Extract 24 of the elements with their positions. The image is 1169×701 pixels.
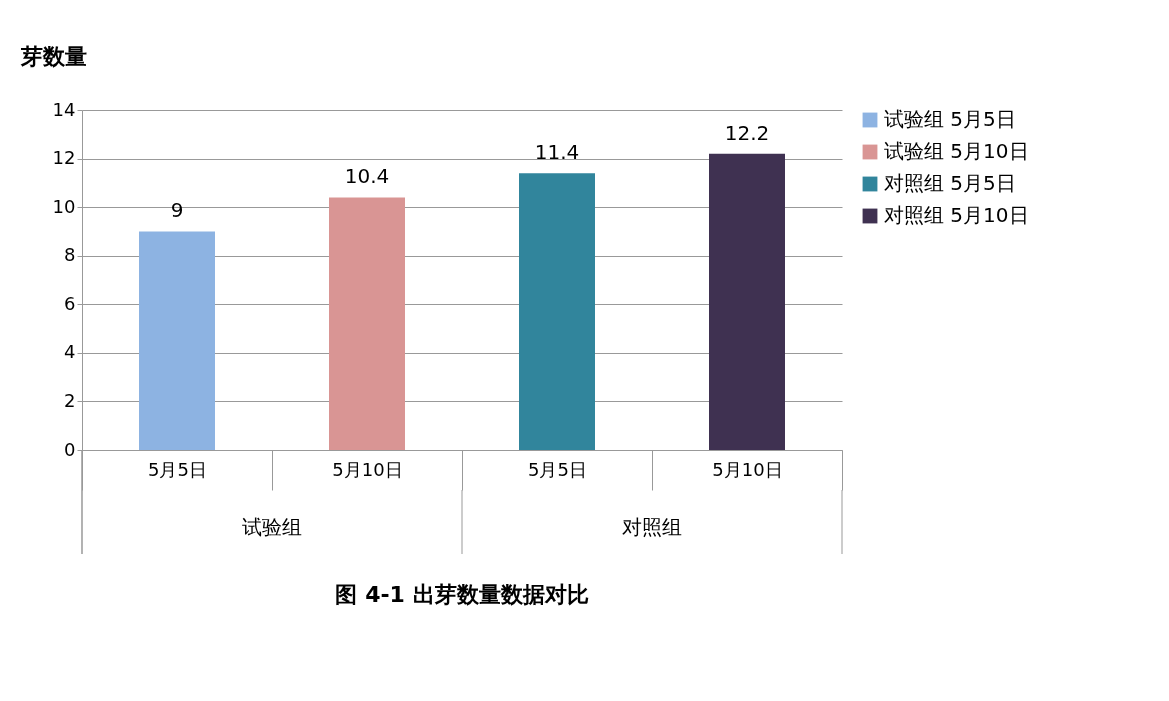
x-tick-label: 5月5日: [148, 458, 207, 480]
x-tick-label: 5月5日: [528, 458, 587, 480]
text: 对照组: [622, 515, 682, 539]
data-label: 9: [170, 198, 184, 223]
legend-label: 对照组 5月10日: [884, 203, 1029, 227]
legend-label: 试验组 5月10日: [884, 139, 1029, 163]
data-label: 10.4: [344, 164, 390, 189]
y-tick-label: 6: [64, 292, 76, 314]
y-tick-label: 14: [52, 98, 76, 120]
y-axis-title: 芽数量: [19, 43, 87, 69]
legend-label: 对照组 5月5日: [884, 171, 1016, 195]
text: 图 4-1 出芽数量数据对比: [335, 581, 589, 607]
text: 试验组: [242, 515, 302, 539]
y-tick-label: 2: [64, 389, 76, 411]
y-tick-label: 8: [64, 244, 76, 266]
y-tick-label: 12: [52, 147, 76, 169]
x-tick-label: 5月10日: [712, 458, 783, 480]
y-tick-label: 10: [52, 195, 76, 217]
y-tick-label: 4: [64, 341, 76, 363]
legend-label: 试验组 5月5日: [884, 107, 1016, 131]
data-label: 12.2: [724, 120, 770, 145]
x-tick-label: 5月10日: [332, 458, 403, 480]
y-tick-label: 0: [64, 438, 76, 460]
data-label: 11.4: [534, 140, 580, 165]
